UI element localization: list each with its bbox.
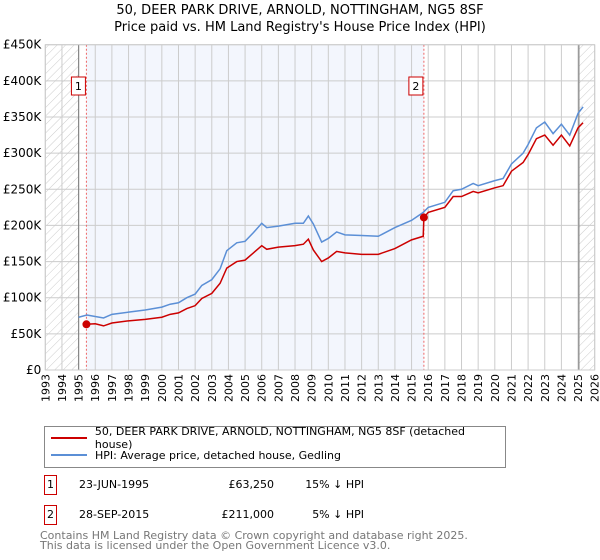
x-tick-label: 2015 [406, 374, 419, 402]
y-tick-label: £0 [26, 363, 41, 377]
x-tick-label: 2024 [555, 374, 568, 402]
x-tick-label: 2010 [322, 374, 335, 402]
footer-line: Contains HM Land Registry data © Crown c… [40, 529, 468, 542]
x-tick-label: 2004 [222, 374, 235, 402]
chart-legend: 50, DEER PARK DRIVE, ARNOLD, NOTTINGHAM,… [44, 425, 506, 468]
transaction-price: £63,250 [228, 478, 275, 491]
x-tick-label: 2002 [189, 374, 202, 402]
x-tick-label: 2021 [505, 374, 518, 402]
x-tick-label: 1998 [123, 374, 136, 402]
sale-label-box [408, 76, 424, 96]
x-tick-label: 1999 [139, 374, 152, 402]
sale-label-box [70, 76, 86, 96]
transaction-hpi-diff: 5% ↓ HPI [312, 508, 364, 521]
x-tick-label: 1994 [56, 374, 69, 402]
plot-border [44, 44, 596, 371]
legend-item-property: 50, DEER PARK DRIVE, ARNOLD, NOTTINGHAM,… [51, 425, 505, 451]
y-tick-label: £350K [3, 110, 43, 124]
sale-point [419, 213, 428, 222]
y-tick-label: £400K [3, 74, 43, 88]
y-tick-label: £200K [3, 218, 43, 232]
transaction-price: £211,000 [221, 508, 275, 521]
series-line [86, 122, 584, 327]
y-tick-label: £150K [3, 255, 43, 269]
x-tick-label: 2009 [306, 374, 319, 402]
x-tick-label: 2011 [339, 374, 352, 402]
legend-item-hpi: HPI: Average price, detached house, Gedl… [51, 447, 341, 463]
no-data-hatch [578, 44, 595, 370]
x-tick-label: 2003 [206, 374, 219, 402]
sale-label: 2 [412, 80, 419, 93]
legend-swatch-red [51, 437, 87, 439]
x-tick-label: 1997 [106, 374, 119, 402]
x-tick-label: 2016 [422, 374, 435, 402]
sale-label: 1 [75, 80, 82, 93]
x-tick-label: 2022 [522, 374, 535, 402]
y-tick-label: £300K [3, 146, 43, 160]
y-tick-label: £250K [3, 182, 43, 196]
x-tick-label: 2025 [572, 374, 585, 402]
x-tick-label: 2006 [256, 374, 269, 402]
transaction-hpi-diff: 15% ↓ HPI [305, 478, 364, 491]
y-tick-label: £50K [11, 327, 43, 341]
chart-subtitle: Price paid vs. HM Land Registry's House … [114, 20, 486, 35]
x-tick-label: 2008 [289, 374, 302, 402]
x-tick-label: 2005 [239, 374, 252, 402]
legend-swatch-blue [51, 454, 87, 456]
x-tick-label: 2019 [472, 374, 485, 402]
legend-label: 50, DEER PARK DRIVE, ARNOLD, NOTTINGHAM,… [94, 425, 466, 451]
footer: Contains HM Land Registry data © Crown c… [40, 529, 468, 552]
transaction-badge: 1 [44, 475, 57, 495]
sale-point [82, 320, 91, 329]
x-tick-label: 1993 [39, 374, 52, 402]
transaction-date: 28-SEP-2015 [79, 508, 150, 521]
x-tick-label: 2007 [272, 374, 285, 402]
transaction-row: 2 28-SEP-2015 £211,000 5% ↓ HPI [44, 505, 600, 525]
x-tick-label: 2020 [489, 374, 502, 402]
footer-line: This data is licensed under the Open Gov… [40, 539, 391, 552]
transaction-date: 23-JUN-1995 [79, 478, 150, 491]
x-tick-label: 2026 [589, 374, 600, 402]
y-tick-label: £100K [3, 291, 43, 305]
x-tick-label: 2014 [389, 374, 402, 402]
chart-title: 50, DEER PARK DRIVE, ARNOLD, NOTTINGHAM,… [116, 3, 484, 18]
x-tick-label: 2001 [172, 374, 185, 402]
x-tick-label: 2013 [372, 374, 385, 402]
x-tick-label: 1995 [73, 374, 86, 402]
x-tick-label: 2018 [456, 374, 469, 402]
x-tick-label: 2023 [539, 374, 552, 402]
ownership-shading [86, 44, 424, 370]
x-tick-label: 2012 [356, 374, 369, 402]
price-chart: 1993 1994 1995 1996 1997 1998 1999 2000 2001 2002… [3, 38, 600, 402]
x-tick-label: 2017 [439, 374, 452, 402]
x-tick-label: 1996 [89, 374, 102, 402]
x-tick-label: 2000 [156, 374, 169, 402]
transaction-row: 1 23-JUN-1995 £63,250 15% ↓ HPI [44, 475, 600, 495]
y-tick-label: £450K [3, 38, 43, 52]
legend-label: HPI: Average price, detached house, Gedl… [95, 448, 341, 462]
transaction-badge: 2 [44, 505, 57, 525]
series-line [78, 106, 584, 319]
